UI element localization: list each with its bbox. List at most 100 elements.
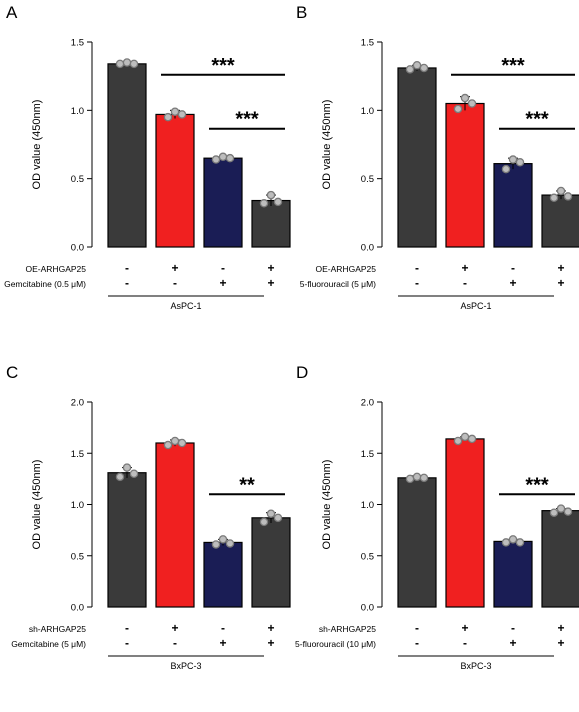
y-tick-label: 0.5 [361, 174, 374, 185]
significance-stars: *** [525, 109, 549, 131]
bar-1 [107, 472, 147, 608]
bar-4 [541, 510, 579, 608]
bar-2 [155, 113, 195, 248]
treatment-sign: - [221, 621, 225, 635]
data-point [419, 63, 429, 73]
bar-2 [445, 102, 485, 248]
treatment-sign: - [173, 636, 177, 650]
data-point [122, 58, 132, 67]
treatment-sign: - [415, 636, 419, 650]
treatment-sign: - [125, 276, 129, 290]
data-point [259, 199, 269, 208]
y-axis-label: OD value (450nm) [31, 100, 43, 190]
treatment-sign: - [415, 276, 419, 290]
treatment-row-label: sh-ARHGAP25 [319, 624, 376, 634]
data-point [115, 472, 125, 482]
data-point [405, 474, 415, 484]
treatment-row-label: OE-ARHGAP25 [26, 264, 87, 274]
panel-d: D 0.0 0.5 1.0 1.5 2.0 OD value (450nm) *** sh-AR… [290, 360, 579, 712]
data-point [412, 60, 422, 70]
data-point [515, 538, 525, 547]
data-point [508, 155, 518, 164]
y-tick-label: 1.5 [71, 38, 84, 49]
treatment-sign: - [415, 621, 419, 635]
data-point [266, 509, 276, 518]
treatment-sign: + [219, 636, 226, 650]
data-point [563, 507, 573, 516]
panel-b: B 0.0 0.5 1.0 1.5 OD value (450nm) *** *** OE-AR… [290, 0, 579, 352]
data-point [218, 152, 228, 162]
data-point [177, 438, 187, 448]
treatment-row-label: OE-ARHGAP25 [316, 264, 377, 274]
treatment-sign: - [511, 261, 515, 275]
panel-label: A [6, 3, 18, 22]
data-point [122, 463, 132, 472]
data-point [163, 112, 173, 122]
y-tick-label: 0.0 [361, 243, 374, 254]
y-tick-label: 0.0 [361, 603, 374, 614]
bar-3 [203, 541, 243, 608]
bar-3 [203, 157, 243, 248]
bar-4 [251, 199, 291, 248]
data-point [460, 432, 470, 442]
data-point [467, 99, 477, 108]
treatment-sign: - [173, 276, 177, 290]
y-tick-label: 1.5 [361, 449, 374, 460]
data-point [460, 93, 470, 103]
data-point [225, 539, 235, 548]
data-point [163, 440, 173, 450]
data-point [556, 504, 566, 513]
bar-1 [397, 477, 437, 608]
data-point [453, 436, 463, 446]
significance-stars: *** [211, 55, 235, 77]
data-point [467, 434, 477, 444]
chart-svg: C 0.0 0.5 1.0 1.5 2.0 OD value (450nm) ** sh-ARH… [6, 363, 291, 671]
data-point [211, 155, 221, 164]
data-point [501, 164, 511, 174]
data-point [515, 158, 525, 167]
treatment-sign: + [509, 276, 516, 290]
y-tick-label: 0.5 [71, 174, 84, 185]
significance-stars: *** [235, 109, 259, 131]
y-axis-label: OD value (450nm) [321, 100, 333, 190]
treatment-sign: + [171, 621, 178, 635]
data-point [266, 190, 276, 200]
data-point [211, 540, 221, 549]
treatment-row-label: Gemcitabine (0.5 μM) [4, 279, 86, 289]
chart-svg: A 0.0 0.5 1.0 1.5 OD value (450nm) *** *** OE-AR… [4, 3, 291, 311]
data-point [218, 535, 228, 544]
panel-label: D [296, 363, 308, 382]
panel-label: C [6, 363, 18, 382]
treatment-row-label: 5-fluorouracil (10 μM) [295, 639, 376, 649]
y-axis-label: OD value (450nm) [31, 460, 43, 550]
treatment-sign: - [463, 276, 467, 290]
treatment-sign: + [557, 621, 564, 635]
treatment-sign: - [415, 261, 419, 275]
bar-2 [155, 442, 195, 608]
data-point [115, 59, 125, 69]
group-label: BxPC-3 [170, 661, 201, 671]
data-point [501, 538, 511, 547]
treatment-sign: + [267, 276, 274, 290]
bar-4 [251, 517, 291, 608]
data-point [419, 473, 429, 483]
treatment-sign: + [461, 261, 468, 275]
treatment-row-label: Gemcitabine (5 μM) [11, 639, 86, 649]
treatment-sign: + [557, 261, 564, 275]
treatment-sign: + [171, 261, 178, 275]
bar-3 [493, 540, 533, 608]
panel-c: C 0.0 0.5 1.0 1.5 2.0 OD value (450nm) ** sh-ARH… [0, 360, 291, 712]
y-tick-label: 2.0 [361, 398, 374, 409]
bar-2 [445, 438, 485, 608]
data-point [412, 472, 422, 482]
treatment-sign: + [509, 636, 516, 650]
significance-stars: ** [239, 474, 255, 496]
bar-1 [107, 63, 147, 248]
group-label: AsPC-1 [170, 301, 201, 311]
data-point [405, 65, 415, 74]
y-tick-label: 0.0 [71, 243, 84, 254]
treatment-sign: + [267, 621, 274, 635]
y-tick-label: 2.0 [71, 398, 84, 409]
significance-stars: *** [525, 474, 549, 496]
y-tick-label: 1.0 [361, 106, 374, 117]
